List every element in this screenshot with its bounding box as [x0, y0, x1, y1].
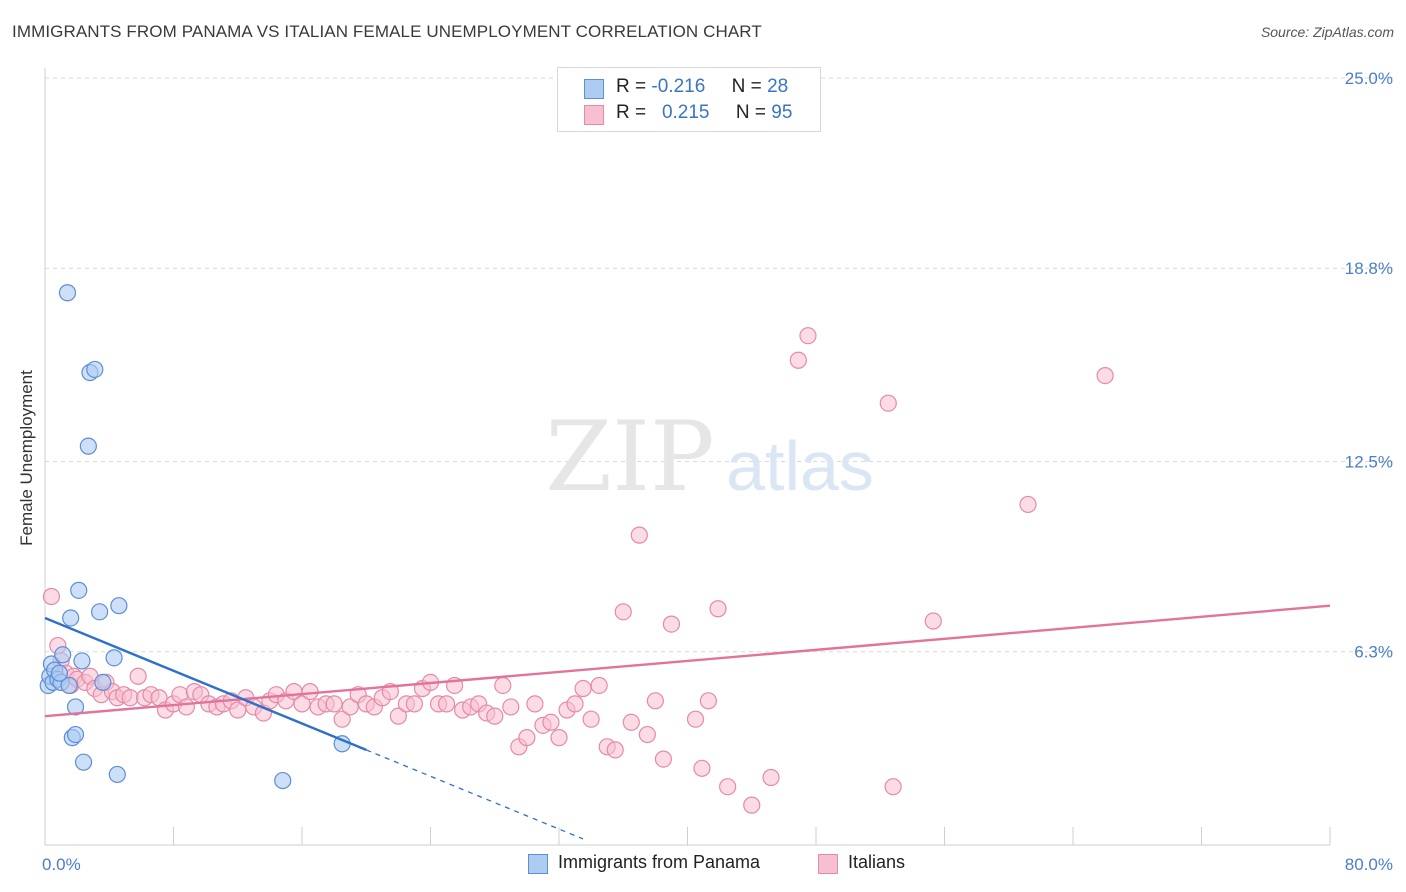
italians-point	[789, 351, 807, 369]
italians-point	[1096, 366, 1114, 385]
italians-point	[590, 676, 608, 695]
panama-point	[54, 646, 72, 664]
legend-r-value: 0.215	[661, 102, 710, 123]
italians-point	[301, 682, 319, 701]
axis-labels: 6.3% 12.5% 18.8% 25.0% 0.0% 80.0%	[42, 69, 1393, 874]
italians-point	[709, 600, 727, 618]
italians-point	[542, 713, 560, 731]
italians-points	[42, 327, 1114, 814]
y-tick-label: 25.0%	[1345, 69, 1393, 88]
watermark-atlas: atlas	[726, 427, 874, 505]
panama-trend-extension	[366, 749, 584, 840]
stats-legend: R = -0.216 N = 28 R = 0.215 N = 95	[557, 67, 821, 132]
bottom-legend-swatch-pink	[818, 854, 838, 874]
panama-point	[108, 765, 126, 784]
italians-point	[879, 394, 897, 412]
panama-point	[86, 360, 104, 379]
italians-point	[526, 695, 544, 713]
bottom-legend-label: Immigrants from Panama	[558, 852, 761, 872]
italians-point	[229, 701, 247, 719]
grid-lines	[45, 77, 1395, 653]
italians-point	[614, 603, 632, 621]
italians-point	[762, 768, 780, 787]
italians-point	[638, 725, 656, 744]
italians-point	[494, 676, 512, 695]
x-tick-label: 0.0%	[42, 855, 81, 874]
italians-point	[884, 778, 902, 796]
italians-point	[606, 741, 624, 759]
italians-point	[389, 707, 407, 725]
italians-point	[699, 692, 717, 710]
panama-trend-line	[44, 616, 367, 752]
y-tick-label: 12.5%	[1345, 453, 1393, 472]
italians-trend-line	[44, 604, 1331, 718]
legend-r-label: R =	[616, 102, 647, 123]
italians-point	[924, 612, 942, 630]
italians-point	[686, 710, 705, 728]
y-tick-label: 6.3%	[1354, 643, 1393, 662]
panama-point	[70, 581, 88, 599]
italians-point	[622, 713, 640, 731]
italians-point	[799, 327, 817, 345]
italians-point	[293, 695, 311, 713]
italians-point	[654, 750, 673, 768]
legend-n-value: 28	[767, 76, 789, 97]
legend-n-label: N =	[735, 102, 767, 123]
y-axis-label: Female Unemployment	[17, 370, 36, 546]
chart-title: IMMIGRANTS FROM PANAMA VS ITALIAN FEMALE…	[12, 22, 762, 41]
bottom-legend-swatch-blue	[528, 854, 548, 874]
italians-point	[719, 778, 737, 796]
panama-point	[58, 284, 77, 302]
trend-lines	[44, 604, 1331, 840]
italians-point	[693, 759, 711, 777]
italians-point	[646, 692, 664, 710]
panama-points	[39, 284, 351, 790]
italians-point	[405, 695, 424, 713]
panama-point	[91, 603, 109, 621]
legend-r-value: -0.216	[651, 76, 706, 97]
panama-point	[66, 698, 85, 716]
panama-point	[105, 649, 123, 667]
panama-point	[274, 771, 292, 790]
panama-point	[74, 753, 93, 771]
italians-point	[325, 695, 343, 713]
source-label: Source: ZipAtlas.com	[1260, 24, 1394, 40]
watermark-zip: ZIP	[545, 401, 714, 513]
panama-point	[79, 437, 97, 455]
panama-point	[50, 664, 69, 682]
italians-point	[129, 667, 147, 685]
italians-point	[630, 526, 648, 544]
italians-point	[518, 729, 536, 747]
y-tick-label: 18.8%	[1345, 259, 1393, 278]
italians-point	[486, 707, 504, 725]
italians-point	[42, 587, 61, 606]
panama-point	[110, 597, 128, 615]
italians-point	[502, 698, 520, 716]
italians-point	[177, 698, 195, 716]
legend-n-label: N =	[731, 76, 762, 97]
italians-point	[341, 698, 359, 716]
panama-point	[66, 725, 85, 744]
italians-point	[582, 710, 600, 728]
panama-point	[94, 673, 112, 691]
italians-point	[333, 710, 351, 728]
italians-point	[662, 615, 681, 633]
italians-point	[550, 729, 568, 747]
panama-point	[60, 676, 78, 695]
bottom-legend-label: Italians	[848, 852, 906, 872]
italians-point	[121, 689, 139, 707]
legend-r-label: R =	[616, 76, 647, 97]
legend-swatch-blue	[584, 79, 604, 99]
italians-point	[1019, 495, 1037, 514]
legend-swatch-pink	[584, 105, 604, 125]
italians-point	[743, 796, 761, 814]
legend-n-value: 95	[771, 102, 793, 123]
panama-point	[62, 609, 80, 627]
italians-point	[566, 695, 584, 713]
italians-point	[437, 695, 456, 713]
x-tick-label: 80.0%	[1345, 855, 1393, 874]
italians-point	[574, 679, 592, 698]
panama-point	[73, 652, 91, 670]
